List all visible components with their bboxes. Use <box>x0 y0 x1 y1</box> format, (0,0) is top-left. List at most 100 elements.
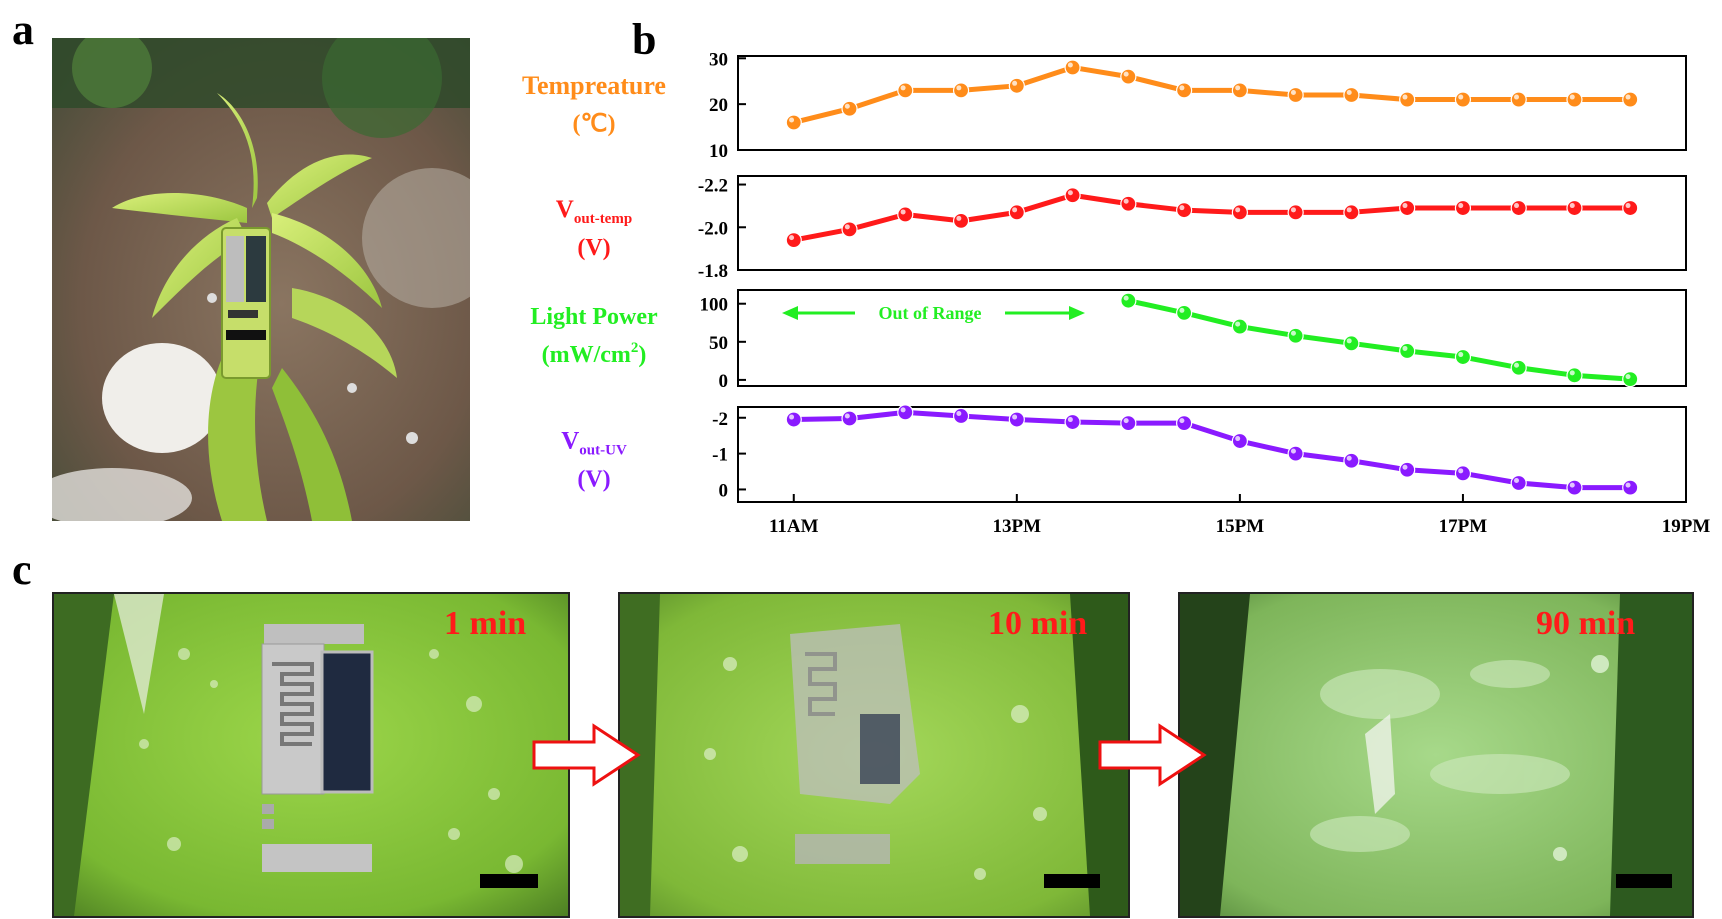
data-point-vout-uv <box>841 410 858 427</box>
data-point-light-power <box>1176 304 1193 321</box>
ylabel-light-power-unit: (mW/cm2) <box>542 340 647 368</box>
data-point-vout-temp <box>952 212 970 229</box>
ylabel-vout-temp-unit: (V) <box>577 235 610 261</box>
y-tick-label: -2.0 <box>698 218 728 239</box>
data-point-vout-uv <box>1566 479 1583 496</box>
time-label-1min: 1 min <box>444 605 527 642</box>
ylabel-vout-temp: Vout-temp <box>556 196 632 227</box>
data-point-vout-uv <box>1008 411 1025 428</box>
data-point-vout-temp <box>1510 199 1527 217</box>
data-point-light-power <box>1399 342 1416 360</box>
data-point-vout-temp <box>1343 204 1360 221</box>
y-tick-label: 20 <box>709 95 728 116</box>
data-point-vout-uv <box>1231 432 1248 450</box>
data-point-temperature <box>1231 82 1248 99</box>
data-point-vout-uv <box>1176 415 1193 432</box>
panel-c-label: c <box>12 545 32 594</box>
data-point-vout-temp <box>1287 204 1304 221</box>
arrow-right-icon-2 <box>1098 723 1207 787</box>
plot-frame-light-power <box>737 289 1687 387</box>
data-point-temperature <box>1566 91 1583 108</box>
data-point-temperature <box>1064 59 1081 76</box>
data-point-vout-temp <box>1120 195 1137 212</box>
y-tick-label: 0 <box>719 480 729 501</box>
data-point-temperature <box>1399 91 1416 108</box>
data-point-temperature <box>952 82 970 99</box>
data-point-vout-uv <box>1454 465 1472 482</box>
data-point-vout-uv <box>1120 415 1137 432</box>
data-point-vout-temp <box>841 221 858 238</box>
data-point-temperature <box>841 100 858 117</box>
data-point-temperature <box>1176 82 1193 99</box>
ylabel-light-power: Light Power <box>530 304 658 330</box>
y-tick-label: -2 <box>712 409 728 430</box>
out-of-range-annotation: Out of Range <box>879 303 982 323</box>
y-tick-label: -2.2 <box>698 176 728 197</box>
series-line-temperature <box>793 64 1631 125</box>
scale-bar-1 <box>480 874 538 888</box>
plot-frame-vout-temp <box>737 175 1687 271</box>
y-tick-label: 10 <box>709 141 728 162</box>
data-point-vout-uv <box>897 404 914 421</box>
data-point-vout-temp <box>1008 204 1025 221</box>
ylabel-vout-uv: Vout-UV <box>561 428 627 459</box>
data-point-light-power <box>1343 335 1360 352</box>
data-point-temperature <box>1454 91 1472 108</box>
time-label-90min: 90 min <box>1536 605 1636 642</box>
data-point-light-power <box>1454 348 1472 366</box>
data-point-vout-uv <box>785 411 802 428</box>
data-point-vout-temp <box>1454 199 1472 217</box>
data-point-light-power <box>1287 327 1304 344</box>
data-point-vout-uv <box>1287 445 1304 462</box>
data-point-vout-uv <box>1343 452 1360 469</box>
arrow-right-icon-1 <box>532 723 641 787</box>
y-tick-label: -1.8 <box>698 261 728 282</box>
data-point-light-power <box>1622 371 1639 388</box>
data-point-vout-temp <box>1231 204 1248 221</box>
data-point-vout-uv <box>1510 474 1527 492</box>
series-line-vout-uv <box>793 409 1631 491</box>
degradation-photo-1 <box>52 592 570 918</box>
ylabel-temperature-unit: (℃) <box>573 111 616 137</box>
plot-frame-temperature <box>737 55 1687 151</box>
data-point-light-power <box>1231 318 1248 335</box>
y-tick-label: -1 <box>712 445 728 466</box>
scale-bar-3 <box>1616 874 1672 888</box>
series-line-vout-temp <box>793 192 1631 243</box>
y-tick-label: 30 <box>709 49 728 70</box>
arrow-left-icon <box>782 306 798 320</box>
arrow-right-icon <box>1069 306 1085 320</box>
ylabel-temperature: Tempreature <box>522 71 666 100</box>
plant-sensor-photo <box>52 38 470 521</box>
data-point-temperature <box>1120 68 1137 85</box>
time-label-10min: 10 min <box>988 605 1088 642</box>
data-point-temperature <box>1287 86 1304 104</box>
x-tick-label: 11AM <box>769 516 819 537</box>
panel-b-label: b <box>632 15 657 64</box>
panel-a-label: a <box>12 5 34 54</box>
data-point-vout-uv <box>952 407 970 425</box>
data-point-vout-temp <box>1064 187 1081 204</box>
data-point-vout-uv <box>1622 479 1639 496</box>
x-tick-label: 17PM <box>1439 516 1488 537</box>
plot-frame-vout-uv <box>737 406 1687 503</box>
data-point-vout-temp <box>1399 199 1416 217</box>
data-point-vout-uv <box>1399 461 1416 478</box>
data-point-vout-temp <box>897 206 914 223</box>
x-tick-label: 15PM <box>1216 516 1265 537</box>
data-point-temperature <box>785 114 802 131</box>
y-tick-label: 50 <box>709 333 728 354</box>
data-point-vout-uv <box>1064 413 1081 431</box>
data-point-vout-temp <box>1622 199 1639 217</box>
degradation-photo-3 <box>1178 592 1694 918</box>
data-point-light-power <box>1120 292 1137 309</box>
degradation-photo-2 <box>618 592 1130 918</box>
data-point-temperature <box>1343 86 1360 104</box>
ylabel-vout-uv-unit: (V) <box>577 467 610 493</box>
data-point-vout-temp <box>785 231 802 249</box>
data-point-temperature <box>897 82 914 99</box>
data-point-vout-temp <box>1566 199 1583 217</box>
data-point-temperature <box>1622 91 1639 108</box>
series-line-light-power <box>1127 298 1631 382</box>
data-point-light-power <box>1566 367 1583 384</box>
